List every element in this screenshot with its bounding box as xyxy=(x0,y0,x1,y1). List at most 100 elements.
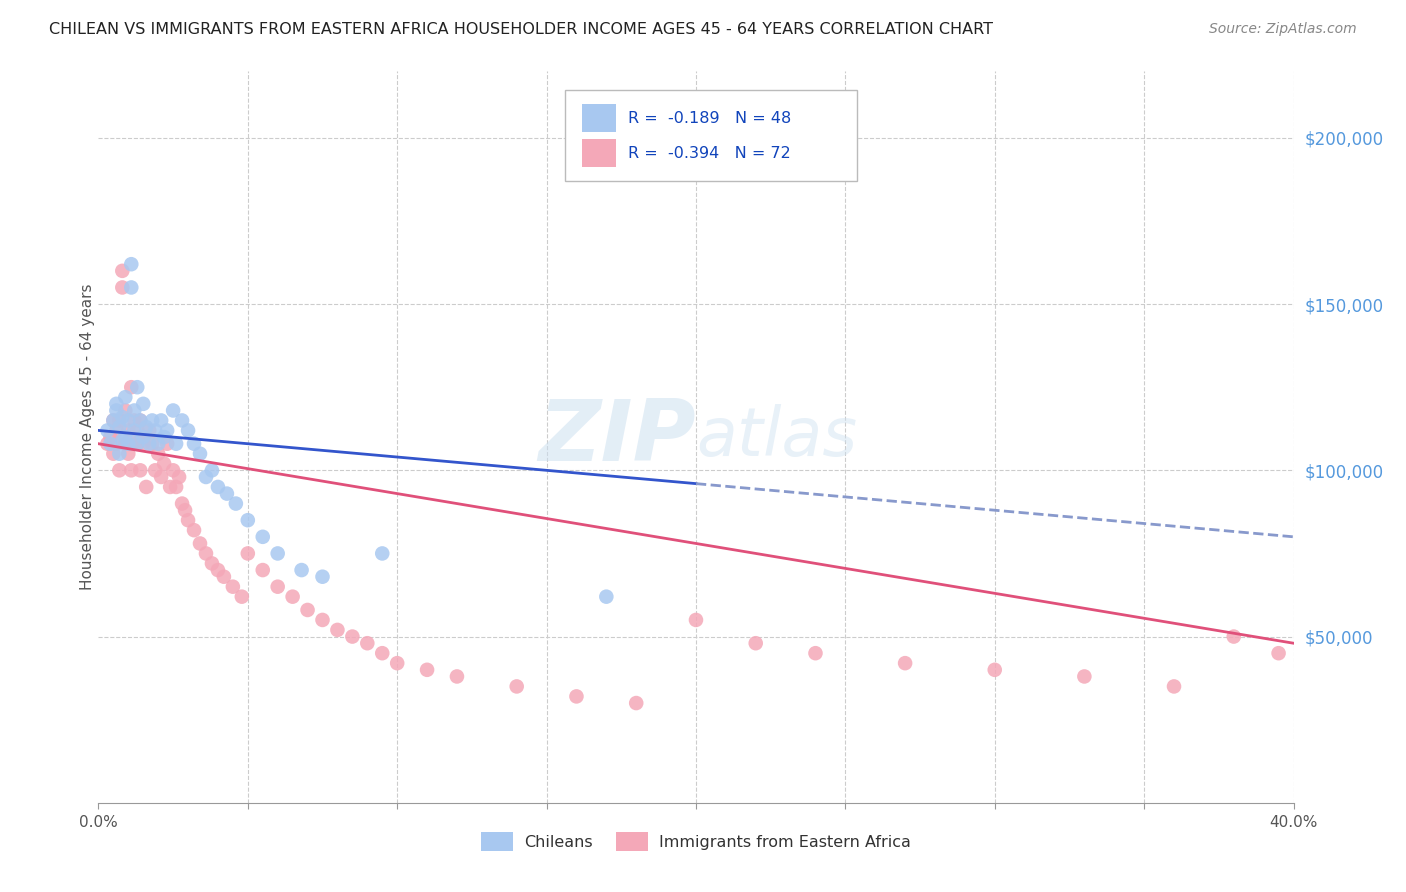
Point xyxy=(326,623,349,637)
Point xyxy=(311,613,333,627)
Point xyxy=(141,436,163,450)
Point xyxy=(162,403,184,417)
Point xyxy=(188,536,211,550)
Text: atlas: atlas xyxy=(696,404,858,470)
Point xyxy=(162,463,184,477)
Text: ZIP: ZIP xyxy=(538,395,696,479)
Point xyxy=(114,436,136,450)
Point xyxy=(212,570,235,584)
Point xyxy=(124,424,146,438)
Point xyxy=(252,530,274,544)
Point xyxy=(236,546,259,560)
Point xyxy=(138,424,160,438)
Point xyxy=(135,480,157,494)
Point xyxy=(371,646,394,660)
Point xyxy=(342,630,364,644)
Point xyxy=(177,424,200,438)
Point xyxy=(506,680,529,694)
Point xyxy=(120,380,142,394)
Point xyxy=(148,436,170,450)
Point xyxy=(1267,646,1289,660)
Point xyxy=(207,480,229,494)
Point xyxy=(103,413,125,427)
Point xyxy=(165,480,187,494)
Point xyxy=(120,463,142,477)
Point xyxy=(141,413,163,427)
Point xyxy=(114,390,136,404)
Point xyxy=(281,590,304,604)
Point xyxy=(117,413,139,427)
Bar xyxy=(582,139,616,167)
Point xyxy=(138,436,160,450)
Point xyxy=(894,656,917,670)
Point xyxy=(565,690,588,704)
Point xyxy=(1073,669,1095,683)
Point xyxy=(127,436,149,450)
Point xyxy=(111,280,134,294)
Point xyxy=(105,403,128,417)
Point xyxy=(172,497,194,511)
Point xyxy=(167,470,190,484)
Point xyxy=(129,413,152,427)
Point xyxy=(124,436,146,450)
Point xyxy=(626,696,648,710)
Point xyxy=(153,457,176,471)
Point xyxy=(98,430,122,444)
Point xyxy=(804,646,827,660)
Point xyxy=(1223,630,1246,644)
Point xyxy=(267,546,290,560)
Point xyxy=(267,580,290,594)
Point xyxy=(685,613,707,627)
Point xyxy=(108,463,131,477)
Point xyxy=(195,470,218,484)
Point xyxy=(143,424,166,438)
Point xyxy=(183,523,205,537)
Point xyxy=(143,463,166,477)
Point xyxy=(207,563,229,577)
Point xyxy=(1163,680,1185,694)
Text: Source: ZipAtlas.com: Source: ZipAtlas.com xyxy=(1209,22,1357,37)
Point xyxy=(236,513,259,527)
Point xyxy=(291,563,314,577)
Point xyxy=(135,420,157,434)
Point xyxy=(177,513,200,527)
Point xyxy=(984,663,1007,677)
Point xyxy=(120,257,142,271)
Point xyxy=(385,656,409,670)
Point xyxy=(124,413,146,427)
Point xyxy=(132,430,155,444)
Point xyxy=(117,436,139,450)
Point xyxy=(111,434,134,448)
Point xyxy=(111,264,134,278)
Text: R =  -0.189   N = 48: R = -0.189 N = 48 xyxy=(628,111,792,126)
Point xyxy=(114,430,136,444)
Point xyxy=(103,413,125,427)
Point xyxy=(311,570,333,584)
Point xyxy=(150,413,173,427)
Point xyxy=(105,424,128,438)
Point xyxy=(150,470,173,484)
Point xyxy=(127,436,149,450)
Point xyxy=(98,436,122,450)
Point xyxy=(108,447,131,461)
Point xyxy=(105,436,128,450)
Point xyxy=(188,447,211,461)
Point xyxy=(103,447,125,461)
Point xyxy=(416,663,439,677)
Point xyxy=(120,280,142,294)
Point xyxy=(371,546,394,560)
FancyBboxPatch shape xyxy=(565,90,858,181)
Point xyxy=(111,410,134,425)
Y-axis label: Householder Income Ages 45 - 64 years: Householder Income Ages 45 - 64 years xyxy=(80,284,94,591)
Point xyxy=(156,424,179,438)
Point xyxy=(745,636,768,650)
Point xyxy=(252,563,274,577)
Point xyxy=(132,397,155,411)
Point xyxy=(165,436,187,450)
Point xyxy=(231,590,253,604)
Point xyxy=(117,447,139,461)
Point xyxy=(129,413,152,427)
Point xyxy=(129,463,152,477)
Point xyxy=(215,486,238,500)
Point xyxy=(222,580,245,594)
